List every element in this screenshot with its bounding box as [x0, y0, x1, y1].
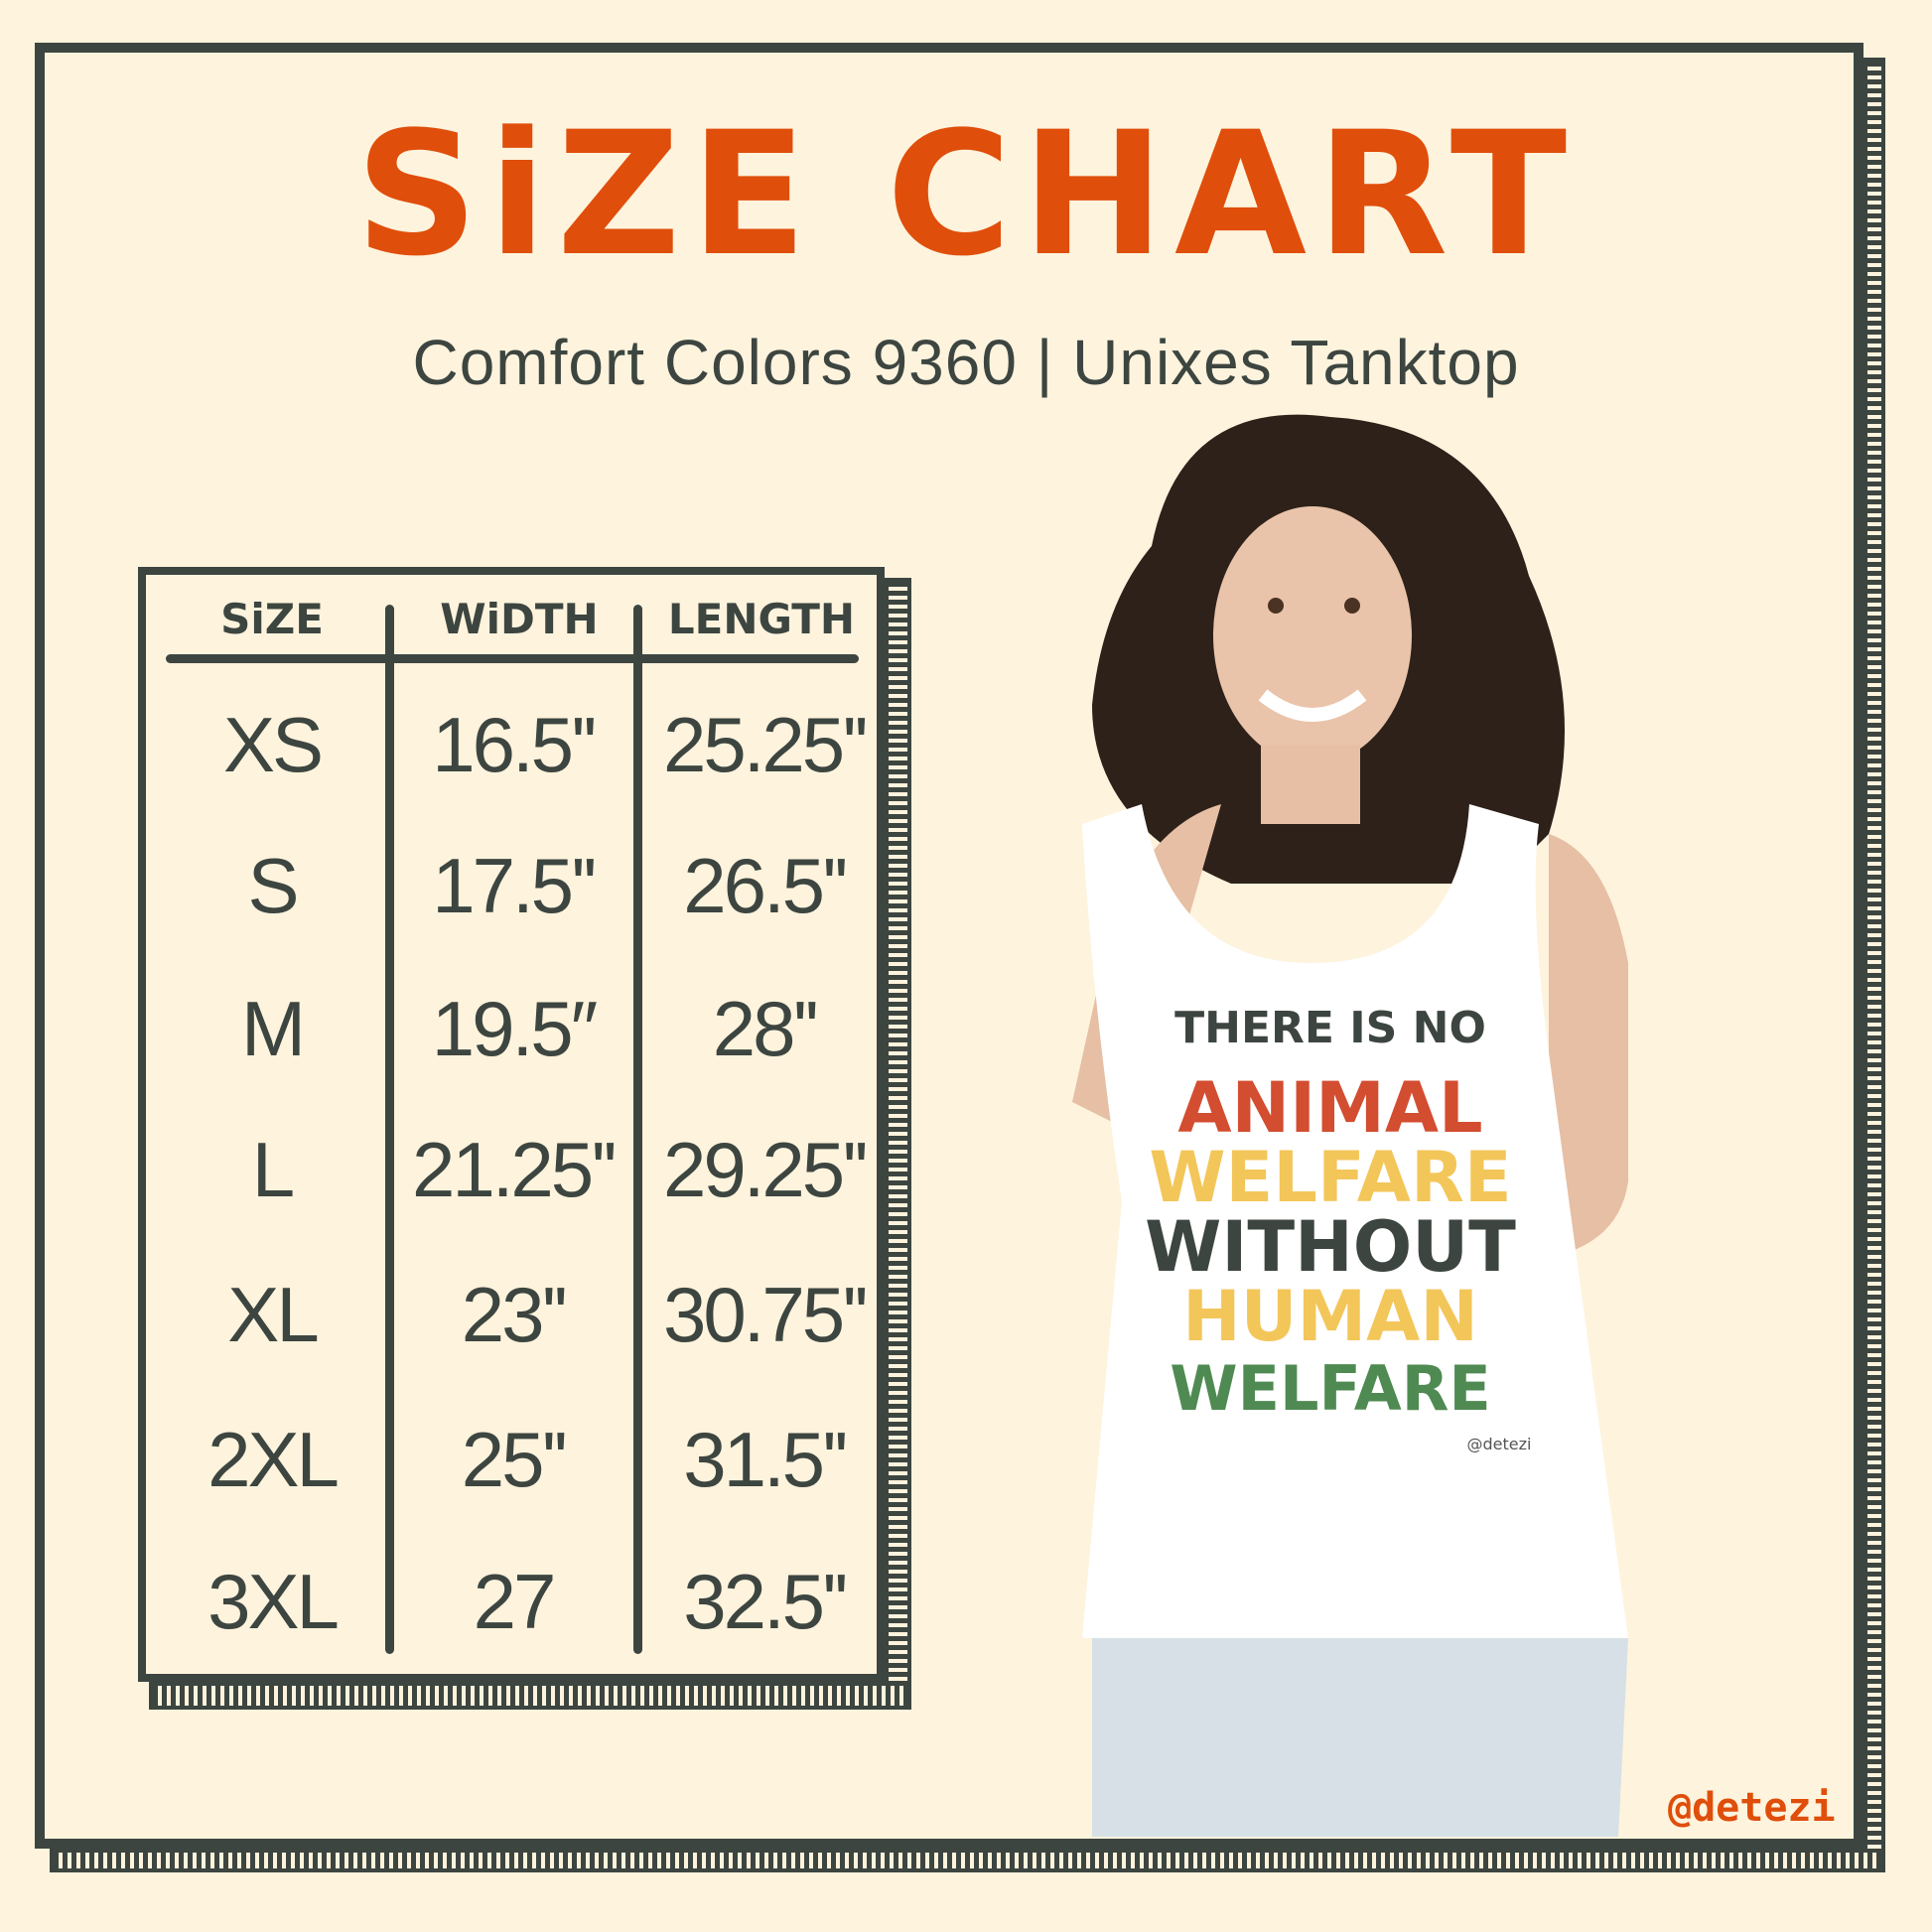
- column-divider: [633, 605, 642, 1654]
- size-cell: L: [251, 1126, 295, 1213]
- header-size: SiZE: [220, 595, 324, 643]
- width-cell: 25'': [461, 1416, 569, 1503]
- table-shadow-right: [885, 578, 911, 1700]
- page-title: SiZE CHART: [354, 94, 1578, 294]
- smile: [1258, 689, 1367, 722]
- length-cell: 25.25'': [663, 701, 869, 788]
- jeans: [1092, 1638, 1628, 1837]
- print-line: THERE IS NO: [1174, 1003, 1486, 1053]
- right-arm: [1459, 834, 1628, 1261]
- print-line: WITHOUT: [1145, 1206, 1516, 1288]
- width-cell: 16.5'': [432, 701, 598, 788]
- print-line: WELFARE: [1170, 1352, 1491, 1425]
- header-divider: [166, 654, 859, 663]
- shirt-print: THERE IS NOANIMALWELFAREWITHOUTHUMANWELF…: [1145, 1003, 1531, 1453]
- size-cell: XS: [222, 701, 324, 788]
- header-length: LENGTH: [667, 595, 856, 643]
- size-cell: 2XL: [207, 1416, 340, 1503]
- width-cell: 27: [473, 1558, 557, 1645]
- length-cell: 26.5'': [683, 842, 849, 929]
- neck: [1261, 745, 1360, 824]
- width-cell: 21.25'': [412, 1126, 618, 1213]
- print-line: WELFARE: [1149, 1137, 1511, 1218]
- column-divider: [385, 605, 394, 1654]
- size-cell: S: [247, 842, 299, 929]
- size-cell: M: [241, 985, 306, 1072]
- model-photo: THERE IS NOANIMALWELFAREWITHOUTHUMANWELF…: [1072, 414, 1628, 1837]
- size-cell: XL: [227, 1271, 319, 1358]
- length-cell: 31.5'': [683, 1416, 849, 1503]
- size-table: SiZE WiDTH LENGTH XS 16.5'' 25.25'' S 17.5''…: [138, 567, 885, 1682]
- tank-top: [1082, 804, 1628, 1638]
- face: [1213, 506, 1412, 764]
- print-signature: @detezi: [1467, 1435, 1532, 1453]
- print-line: ANIMAL: [1177, 1067, 1482, 1149]
- length-cell: 28'': [712, 985, 820, 1072]
- product-subtitle: Comfort Colors 9360 | Unixes Tanktop: [412, 327, 1520, 398]
- print-line: HUMAN: [1182, 1276, 1478, 1357]
- outer-frame: [35, 43, 1863, 1849]
- length-cell: 29.25'': [663, 1126, 869, 1213]
- watermark: @detezi: [1668, 1785, 1836, 1831]
- frame-shadow-bottom: [50, 1849, 1885, 1872]
- width-cell: 23'': [461, 1271, 569, 1358]
- length-cell: 32.5'': [683, 1558, 849, 1645]
- width-cell: 17.5'': [432, 842, 598, 929]
- width-cell: 19.5″: [431, 985, 598, 1072]
- header-width: WiDTH: [440, 595, 599, 643]
- length-cell: 30.75'': [663, 1271, 869, 1358]
- size-cell: 3XL: [207, 1558, 340, 1645]
- table-shadow-bottom: [149, 1682, 911, 1710]
